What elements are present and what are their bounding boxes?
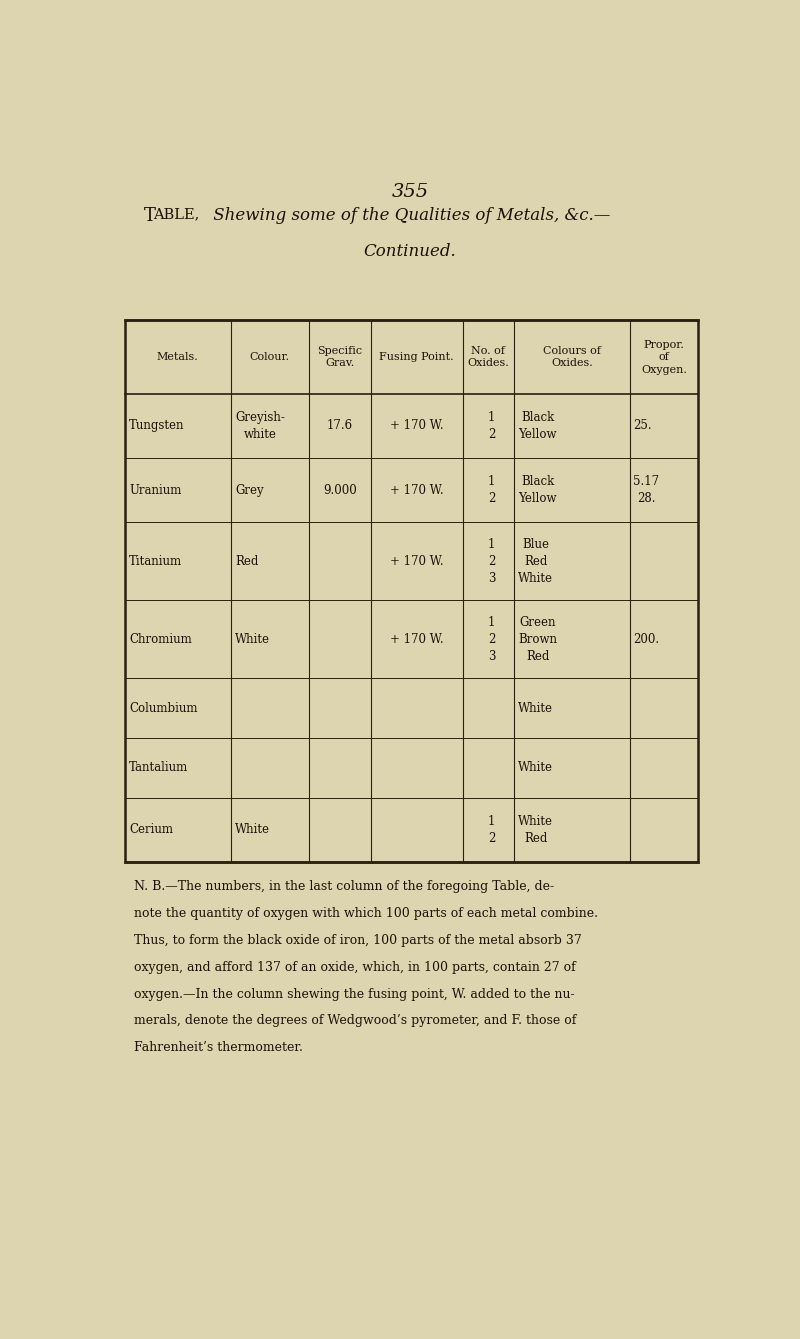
Text: Black
Yellow: Black Yellow: [518, 411, 557, 441]
Text: White: White: [518, 702, 554, 715]
Text: + 170 W.: + 170 W.: [390, 419, 443, 432]
Text: 1
2
3: 1 2 3: [488, 538, 495, 585]
Text: + 170 W.: + 170 W.: [390, 633, 443, 645]
Text: Fahrenheit’s thermometer.: Fahrenheit’s thermometer.: [134, 1042, 303, 1054]
Text: Colour.: Colour.: [250, 352, 290, 362]
Text: Red: Red: [235, 554, 258, 568]
Text: N. B.—The numbers, in the last column of the foregoing Table, de-: N. B.—The numbers, in the last column of…: [134, 880, 554, 893]
Text: Tantalium: Tantalium: [129, 762, 188, 774]
Text: 355: 355: [391, 183, 429, 201]
Text: ABLE,: ABLE,: [153, 208, 199, 221]
Text: Chromium: Chromium: [129, 633, 192, 645]
Text: Shewing some of the Qualities of Metals, &c.—: Shewing some of the Qualities of Metals,…: [209, 208, 611, 224]
Text: 1
2
3: 1 2 3: [488, 616, 495, 663]
Text: note the quantity of oxygen with which 100 parts of each metal combine.: note the quantity of oxygen with which 1…: [134, 907, 598, 920]
Text: 1
2: 1 2: [488, 411, 495, 441]
Text: 9.000: 9.000: [323, 483, 357, 497]
Text: merals, denote the degrees of Wedgwood’s pyrometer, and F. those of: merals, denote the degrees of Wedgwood’s…: [134, 1015, 577, 1027]
Text: Cerium: Cerium: [129, 823, 173, 836]
Text: Thus, to form the black oxide of iron, 100 parts of the metal absorb 37: Thus, to form the black oxide of iron, 1…: [134, 935, 582, 947]
Text: Tungsten: Tungsten: [129, 419, 185, 432]
Text: 1
2: 1 2: [488, 814, 495, 845]
Text: No. of
Oxides.: No. of Oxides.: [467, 345, 510, 368]
Text: Blue
Red
White: Blue Red White: [518, 538, 554, 585]
Text: 17.6: 17.6: [326, 419, 353, 432]
Text: 1
2: 1 2: [488, 475, 495, 505]
Text: White
Red: White Red: [518, 814, 554, 845]
Text: Specific
Grav.: Specific Grav.: [318, 345, 362, 368]
Text: Propor.
of
Oxygen.: Propor. of Oxygen.: [642, 340, 687, 375]
Text: 25.: 25.: [633, 419, 652, 432]
Text: Green
Brown
Red: Green Brown Red: [518, 616, 558, 663]
Text: 5.17
28.: 5.17 28.: [633, 475, 659, 505]
Text: White: White: [518, 762, 554, 774]
Text: + 170 W.: + 170 W.: [390, 554, 443, 568]
Text: Colours of
Oxides.: Colours of Oxides.: [543, 345, 601, 368]
Text: White: White: [235, 823, 270, 836]
Text: oxygen.—In the column shewing the fusing point, W. added to the nu-: oxygen.—In the column shewing the fusing…: [134, 988, 574, 1000]
Text: oxygen, and afford 137 of an oxide, which, in 100 parts, contain 27 of: oxygen, and afford 137 of an oxide, whic…: [134, 961, 576, 973]
Text: Continued.: Continued.: [364, 244, 456, 260]
Text: Metals.: Metals.: [157, 352, 198, 362]
Text: 200.: 200.: [633, 633, 659, 645]
Text: Black
Yellow: Black Yellow: [518, 475, 557, 505]
Text: Fusing Point.: Fusing Point.: [379, 352, 454, 362]
Text: Columbium: Columbium: [129, 702, 198, 715]
Text: Uranium: Uranium: [129, 483, 182, 497]
Text: Titanium: Titanium: [129, 554, 182, 568]
Text: T: T: [143, 208, 155, 225]
Bar: [125, 320, 698, 862]
Text: White: White: [235, 633, 270, 645]
Text: + 170 W.: + 170 W.: [390, 483, 443, 497]
Text: Greyish-
white: Greyish- white: [235, 411, 285, 441]
Text: Grey: Grey: [235, 483, 263, 497]
